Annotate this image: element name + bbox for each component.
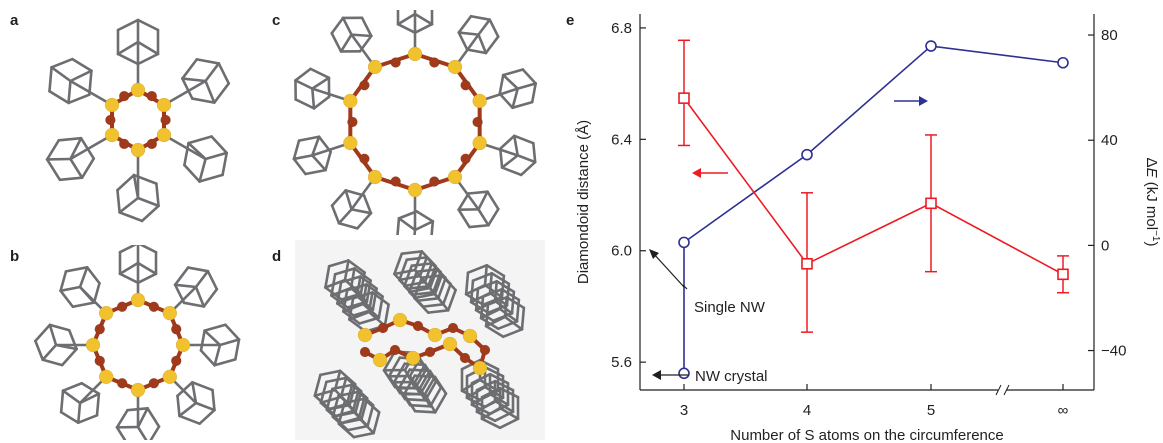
distance-data-point bbox=[925, 40, 937, 52]
left-y-axis-label: Diamondoid distance (Å) bbox=[575, 120, 592, 284]
left-tick-label: 6.4 bbox=[611, 131, 632, 148]
energy-data-point bbox=[925, 197, 937, 210]
series-layer bbox=[678, 39, 1069, 380]
molecule-image-a bbox=[45, 18, 231, 223]
left-ticks: 5.6 6.0 6.4 6.8 bbox=[611, 20, 646, 371]
single-nw-label: Single NW bbox=[694, 299, 766, 316]
panel-label-a: a bbox=[10, 12, 19, 29]
left-tick-label: 6.8 bbox=[611, 20, 632, 37]
molecule-drawing bbox=[45, 18, 231, 223]
right-tick-label: −40 bbox=[1101, 343, 1126, 360]
nw-crystal-annotation: NW crystal bbox=[652, 368, 768, 385]
distance-data-point bbox=[1057, 56, 1069, 69]
blue-series-arrow bbox=[894, 96, 928, 106]
panel-label-c: c bbox=[272, 12, 281, 29]
energy-series-line bbox=[683, 97, 1064, 276]
x-tick-label: 4 bbox=[803, 402, 811, 419]
right-tick-label: 40 bbox=[1101, 132, 1118, 149]
molecule-image-d bbox=[295, 240, 545, 440]
energy-data-point bbox=[801, 257, 813, 270]
panel-label-b: b bbox=[10, 248, 20, 265]
molecule-image-b bbox=[34, 245, 241, 440]
distance-data-point bbox=[678, 236, 690, 249]
left-tick-label: 5.6 bbox=[611, 354, 632, 371]
molecule-image-c bbox=[292, 10, 537, 235]
x-tick-label: 5 bbox=[927, 402, 935, 419]
energy-data-point bbox=[1057, 268, 1069, 281]
molecule-drawing bbox=[292, 10, 537, 235]
molecule-drawing bbox=[34, 245, 241, 440]
distance-data-point bbox=[801, 148, 813, 161]
right-y-axis-label: ΔE (kJ mol−1) bbox=[1143, 158, 1160, 247]
right-ticks: −40 0 40 80 bbox=[1088, 27, 1126, 360]
nw-crystal-label: NW crystal bbox=[695, 368, 768, 385]
right-tick-label: 0 bbox=[1101, 237, 1109, 254]
molecule-drawing bbox=[295, 240, 545, 440]
single-nw-annotation: Single NW bbox=[649, 249, 766, 316]
panel-label-e: e bbox=[566, 12, 575, 29]
plot-frame bbox=[639, 14, 1095, 396]
right-tick-label: 80 bbox=[1101, 27, 1118, 44]
distance-series-line bbox=[683, 45, 1064, 374]
x-tick-label: 3 bbox=[680, 402, 688, 419]
left-tick-label: 6.0 bbox=[611, 243, 632, 260]
x-tick-label: ∞ bbox=[1058, 402, 1069, 419]
x-axis-label: Number of S atoms on the circumference bbox=[730, 427, 1003, 443]
distance-data-point bbox=[678, 367, 690, 380]
energy-distance-chart: 5.6 6.0 6.4 6.8 −40 0 40 80 3 4 5 ∞ Single NW NW … bbox=[575, 14, 1160, 443]
axis-break-mark bbox=[995, 384, 1010, 396]
red-series-arrow bbox=[692, 168, 728, 178]
panel-label-d: d bbox=[272, 248, 282, 265]
energy-data-point bbox=[678, 92, 690, 104]
x-ticks: 3 4 5 ∞ bbox=[680, 384, 1069, 419]
